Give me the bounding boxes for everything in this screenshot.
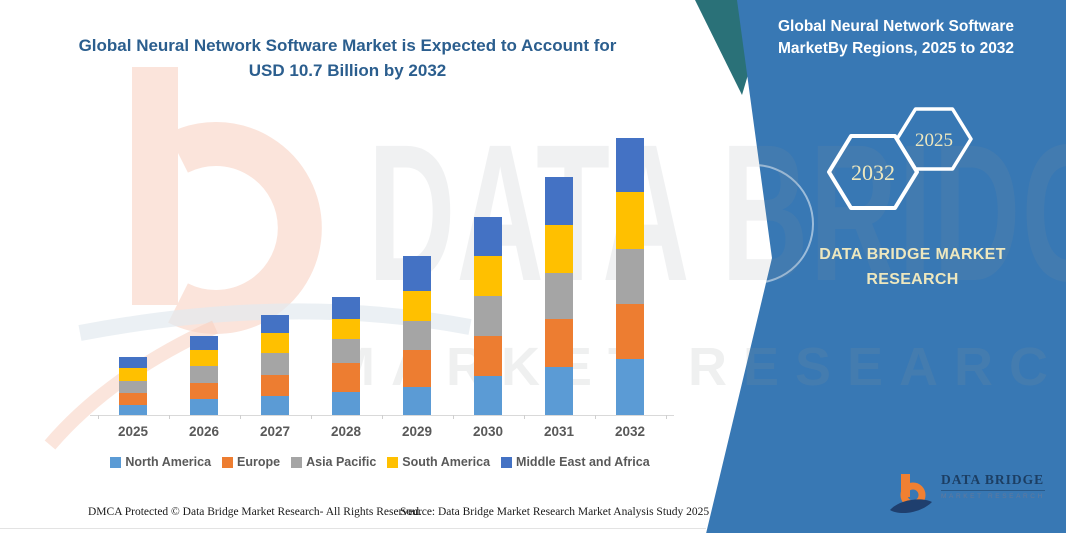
axis-tick <box>594 415 596 419</box>
panel-heading: Global Neural Network Software MarketBy … <box>778 18 1015 58</box>
hexagon-2032-label: 2032 <box>851 160 895 185</box>
dbmr-logo-text: DATA BRIDGE MARKET RESEARCH <box>941 472 1045 500</box>
legend-swatch-north-america <box>110 456 122 468</box>
axis-tick <box>665 415 667 419</box>
bar-segment-north-america-2029 <box>403 386 431 415</box>
legend-item-asia-pacific: Asia Pacific <box>291 455 376 469</box>
bar-segment-middle-east-and-africa-2028 <box>332 297 360 320</box>
bar-segment-europe-2029 <box>403 350 431 387</box>
legend-label-europe: Europe <box>237 455 281 469</box>
axis-tick <box>310 415 312 419</box>
hexagon-2032 <box>827 134 919 210</box>
dbmr-logo: DATA BRIDGE MARKET RESEARCH <box>888 472 1045 518</box>
x-axis-label-2026: 2026 <box>188 424 220 439</box>
dbmr-logo-name: DATA BRIDGE <box>941 472 1045 491</box>
hexagon-2025 <box>895 107 973 171</box>
x-axis-label-2027: 2027 <box>259 424 291 439</box>
watermark-market-research: MARKET RESEARCH <box>330 337 1066 397</box>
bar-segment-asia-pacific-2027 <box>261 352 289 375</box>
bar-segment-middle-east-and-africa-2026 <box>190 336 218 351</box>
legend-label-south-america: South America <box>402 455 491 469</box>
legend-swatch-south-america <box>387 456 399 468</box>
x-axis-label-2025: 2025 <box>117 424 149 439</box>
bar-segment-south-america-2029 <box>403 290 431 321</box>
dmca-notice: DMCA Protected © Data Bridge Market Rese… <box>88 506 422 518</box>
axis-tick <box>168 415 170 419</box>
bar-segment-asia-pacific-2026 <box>190 365 218 383</box>
bar-segment-north-america-2026 <box>190 399 218 415</box>
side-panel: Global Neural Network Software MarketBy … <box>690 0 1066 533</box>
bar-segment-europe-2028 <box>332 363 360 392</box>
year-hexagons: 2032 2025 <box>827 107 973 210</box>
dbmr-logo-tagline: MARKET RESEARCH <box>941 493 1045 500</box>
page-title: Global Neural Network Software Market is… <box>55 34 640 83</box>
bar-segment-north-america-2025 <box>119 404 147 415</box>
bar-segment-middle-east-and-africa-2029 <box>403 255 431 291</box>
bar-segment-europe-2025 <box>119 392 147 405</box>
bar-segment-south-america-2028 <box>332 319 360 339</box>
bar-segment-south-america-2032 <box>616 192 644 250</box>
bar-segment-north-america-2030 <box>474 376 502 415</box>
bar-segment-middle-east-and-africa-2031 <box>545 176 573 225</box>
bar-segment-europe-2031 <box>545 319 573 368</box>
x-axis-label-2028: 2028 <box>330 424 362 439</box>
bar-segment-middle-east-and-africa-2030 <box>474 216 502 256</box>
bar-segment-north-america-2027 <box>261 395 289 415</box>
bar-segment-south-america-2025 <box>119 368 147 382</box>
legend-swatch-middle-east-and-africa <box>501 456 513 468</box>
bar-segment-south-america-2027 <box>261 333 289 353</box>
bar-segment-middle-east-and-africa-2025 <box>119 356 147 369</box>
axis-tick <box>239 415 241 419</box>
legend-item-europe: Europe <box>222 455 280 469</box>
bar-segment-north-america-2028 <box>332 391 360 415</box>
legend-item-north-america: North America <box>110 455 211 469</box>
bar-segment-asia-pacific-2032 <box>616 249 644 304</box>
legend-label-north-america: North America <box>125 455 212 469</box>
bar-segment-middle-east-and-africa-2032 <box>616 138 644 193</box>
x-axis-label-2030: 2030 <box>472 424 504 439</box>
legend-label-middle-east-and-africa: Middle East and Africa <box>516 455 650 469</box>
bar-segment-asia-pacific-2031 <box>545 272 573 320</box>
bar-segment-middle-east-and-africa-2027 <box>261 315 289 334</box>
legend-swatch-europe <box>222 456 234 468</box>
bar-segment-south-america-2030 <box>474 255 502 296</box>
legend-item-south-america: South America <box>387 455 490 469</box>
bar-segment-europe-2027 <box>261 374 289 396</box>
x-axis-label-2029: 2029 <box>401 424 433 439</box>
legend-item-middle-east-and-africa: Middle East and Africa <box>501 455 650 469</box>
axis-tick <box>97 415 99 419</box>
bar-segment-south-america-2031 <box>545 224 573 273</box>
bar-segment-asia-pacific-2029 <box>403 320 431 351</box>
dbmr-logo-icon <box>890 474 932 514</box>
bar-segment-asia-pacific-2028 <box>332 338 360 364</box>
x-axis-label-2032: 2032 <box>614 424 646 439</box>
axis-tick <box>452 415 454 419</box>
page-title-line1: Global Neural Network Software Market is… <box>78 36 617 55</box>
legend-label-asia-pacific: Asia Pacific <box>306 455 377 469</box>
legend-swatch-asia-pacific <box>291 456 303 468</box>
x-axis-label-2031: 2031 <box>543 424 575 439</box>
bar-segment-europe-2030 <box>474 336 502 377</box>
bar-segment-asia-pacific-2025 <box>119 381 147 393</box>
hexagon-2025-label: 2025 <box>915 130 953 151</box>
chart-legend: North America Europe Asia Pacific South Ame… <box>80 455 680 469</box>
footer-divider <box>0 528 706 529</box>
brand-name: DATA BRIDGE MARKET RESEARCH <box>819 246 1006 288</box>
page-title-line2: USD 10.7 Billion by 2032 <box>248 60 447 80</box>
bar-segment-north-america-2032 <box>616 359 644 415</box>
bar-segment-asia-pacific-2030 <box>474 295 502 337</box>
bar-segment-north-america-2031 <box>545 367 573 415</box>
axis-tick <box>523 415 525 419</box>
axis-tick <box>381 415 383 419</box>
bar-segment-europe-2032 <box>616 303 644 360</box>
source-note: Source: Data Bridge Market Research Mark… <box>400 506 710 518</box>
bar-segment-europe-2026 <box>190 382 218 400</box>
bar-segment-south-america-2026 <box>190 350 218 366</box>
